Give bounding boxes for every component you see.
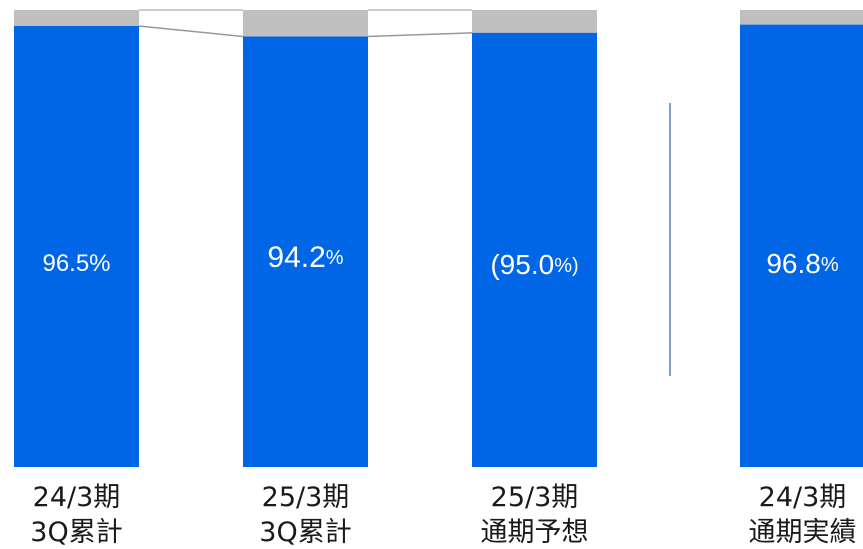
data-label-1: 96.5%: [42, 250, 110, 277]
data-label-2: 94.2%: [267, 241, 343, 274]
data-label-unit: %: [326, 247, 344, 269]
bar-main-1: [14, 25, 139, 468]
bar-remainder-2: [243, 10, 368, 37]
bar-main-4: [740, 24, 863, 468]
bar-main-2: [243, 36, 368, 467]
connector-mid-1: [138, 25, 244, 38]
category-label-line1-4: 24/3期: [759, 482, 847, 513]
category-label-line2-3: 通期予想: [481, 517, 589, 548]
connector-mid-2: [367, 32, 473, 38]
data-label-value: 96.5%: [42, 250, 110, 277]
data-label-unit: %: [821, 254, 839, 276]
data-label-value: 96.8: [766, 248, 821, 279]
category-label-line2-1: 3Q累計: [30, 517, 122, 548]
category-label-line1-1: 24/3期: [33, 482, 121, 513]
bar-remainder-3: [472, 10, 597, 33]
bar-main-3: [472, 32, 597, 467]
data-label-unit: %): [554, 255, 578, 277]
data-label-value: 94.2: [267, 241, 325, 274]
bar-remainder-4: [740, 10, 863, 25]
data-label-value: (95.0: [490, 249, 554, 280]
category-label-line1-2: 25/3期: [262, 482, 350, 513]
data-label-4: 96.8%: [766, 248, 839, 279]
category-label-line2-4: 通期実績: [749, 517, 857, 548]
category-label-line2-2: 3Q累計: [259, 517, 351, 548]
data-label-3: (95.0%): [490, 249, 578, 280]
bar-remainder-1: [14, 10, 139, 26]
category-label-line1-3: 25/3期: [491, 482, 579, 513]
